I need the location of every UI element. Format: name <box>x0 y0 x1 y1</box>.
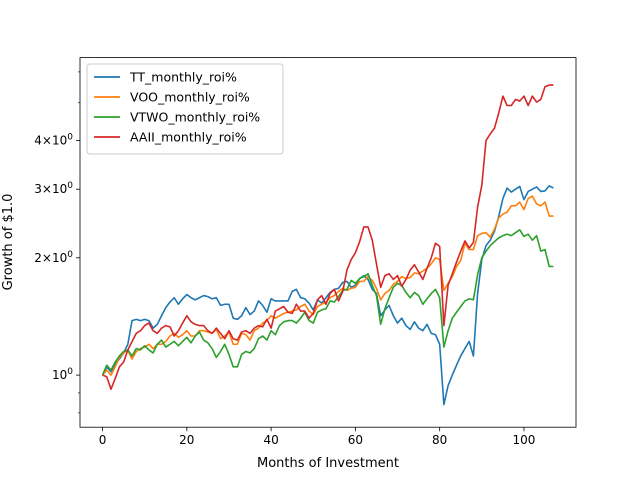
y-tick-label: 100 <box>52 367 73 382</box>
legend-label: VTWO_monthly_roi% <box>130 110 260 125</box>
axis-layer: 0 20 40 60 80 100 100 2×100 3×100 4×100 <box>34 71 536 447</box>
legend-label: AAII_monthly_roi% <box>130 130 247 145</box>
plot-frame <box>79 57 577 428</box>
x-axis-label: Months of Investment <box>257 456 399 471</box>
x-tick-label: 100 <box>513 433 536 447</box>
y-tick-label: 4×100 <box>34 133 73 148</box>
series-line-1 <box>101 185 554 406</box>
series-line-4 <box>102 84 554 391</box>
x-tick-label: 0 <box>99 433 107 447</box>
series-layer <box>101 84 554 406</box>
y-tick-label: 3×100 <box>34 181 73 196</box>
legend-box <box>86 63 284 155</box>
series-line-3 <box>101 229 554 376</box>
x-tick-label: 80 <box>432 433 447 447</box>
legend: TT_monthly_roi% VOO_monthly_roi% VTWO_mont… <box>86 63 284 155</box>
legend-label: VOO_monthly_roi% <box>130 90 250 105</box>
y-tick-label: 2×100 <box>34 250 73 265</box>
x-tick-label: 60 <box>348 433 363 447</box>
x-tick-label: 20 <box>179 433 194 447</box>
series-line-2 <box>101 195 554 376</box>
x-tick-label: 40 <box>263 433 278 447</box>
y-axis-label: Growth of $1.0 <box>1 194 16 291</box>
legend-label: TT_monthly_roi% <box>129 70 237 85</box>
